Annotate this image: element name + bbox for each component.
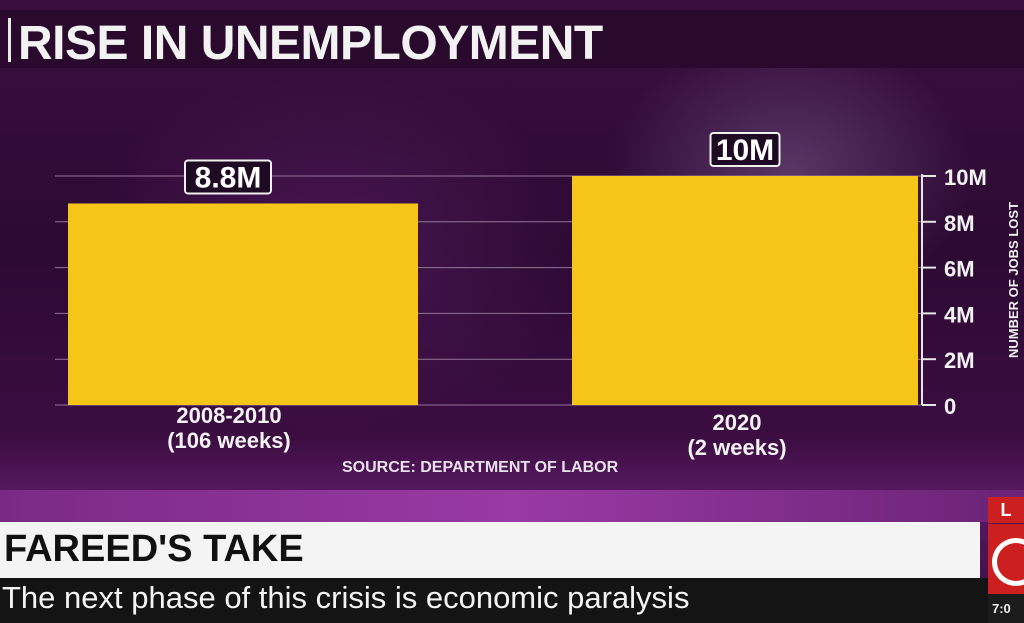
clock: 7:0 bbox=[988, 594, 1024, 623]
network-logo-icon bbox=[988, 524, 1024, 594]
y-tick-label: 10M bbox=[944, 165, 987, 190]
bar bbox=[572, 176, 918, 405]
headline: The next phase of this crisis is economi… bbox=[2, 580, 690, 615]
y-axis-title: NUMBER OF JOBS LOST bbox=[1006, 202, 1021, 358]
show-title: FAREED'S TAKE bbox=[4, 528, 304, 570]
data-label: 8.8M bbox=[195, 161, 262, 194]
bar bbox=[68, 203, 418, 405]
data-label: 10M bbox=[716, 134, 774, 167]
data-label-box bbox=[709, 132, 781, 167]
headline-bar bbox=[0, 578, 990, 623]
logo-glyph bbox=[992, 538, 1024, 586]
decorative-band bbox=[0, 490, 1024, 522]
x-category-sublabel: (106 weeks) bbox=[167, 428, 291, 453]
title-accent bbox=[8, 18, 11, 62]
y-tick-label: 4M bbox=[944, 302, 975, 327]
lower-third-banner bbox=[0, 522, 980, 578]
x-category-sublabel: (2 weeks) bbox=[687, 435, 786, 460]
source-note: SOURCE: DEPARTMENT OF LABOR bbox=[342, 459, 619, 476]
bar-chart: 0 2M 4M 6M 8M 10M NUMBER OF JOBS LOST 8.8M 2008-… bbox=[55, 132, 1021, 460]
page-title: RISE IN UNEMPLOYMENT bbox=[18, 17, 603, 70]
y-tick-label: 6M bbox=[944, 257, 975, 282]
live-badge: L bbox=[988, 497, 1024, 523]
y-tick-label: 0 bbox=[944, 394, 956, 419]
y-tick-label: 2M bbox=[944, 348, 975, 373]
x-category-label: 2020 bbox=[713, 410, 762, 435]
data-label-box bbox=[184, 159, 272, 195]
title-bar: RISE IN UNEMPLOYMENT bbox=[0, 10, 1024, 70]
x-category-label: 2008-2010 bbox=[176, 403, 281, 428]
y-tick-label: 8M bbox=[944, 211, 975, 236]
